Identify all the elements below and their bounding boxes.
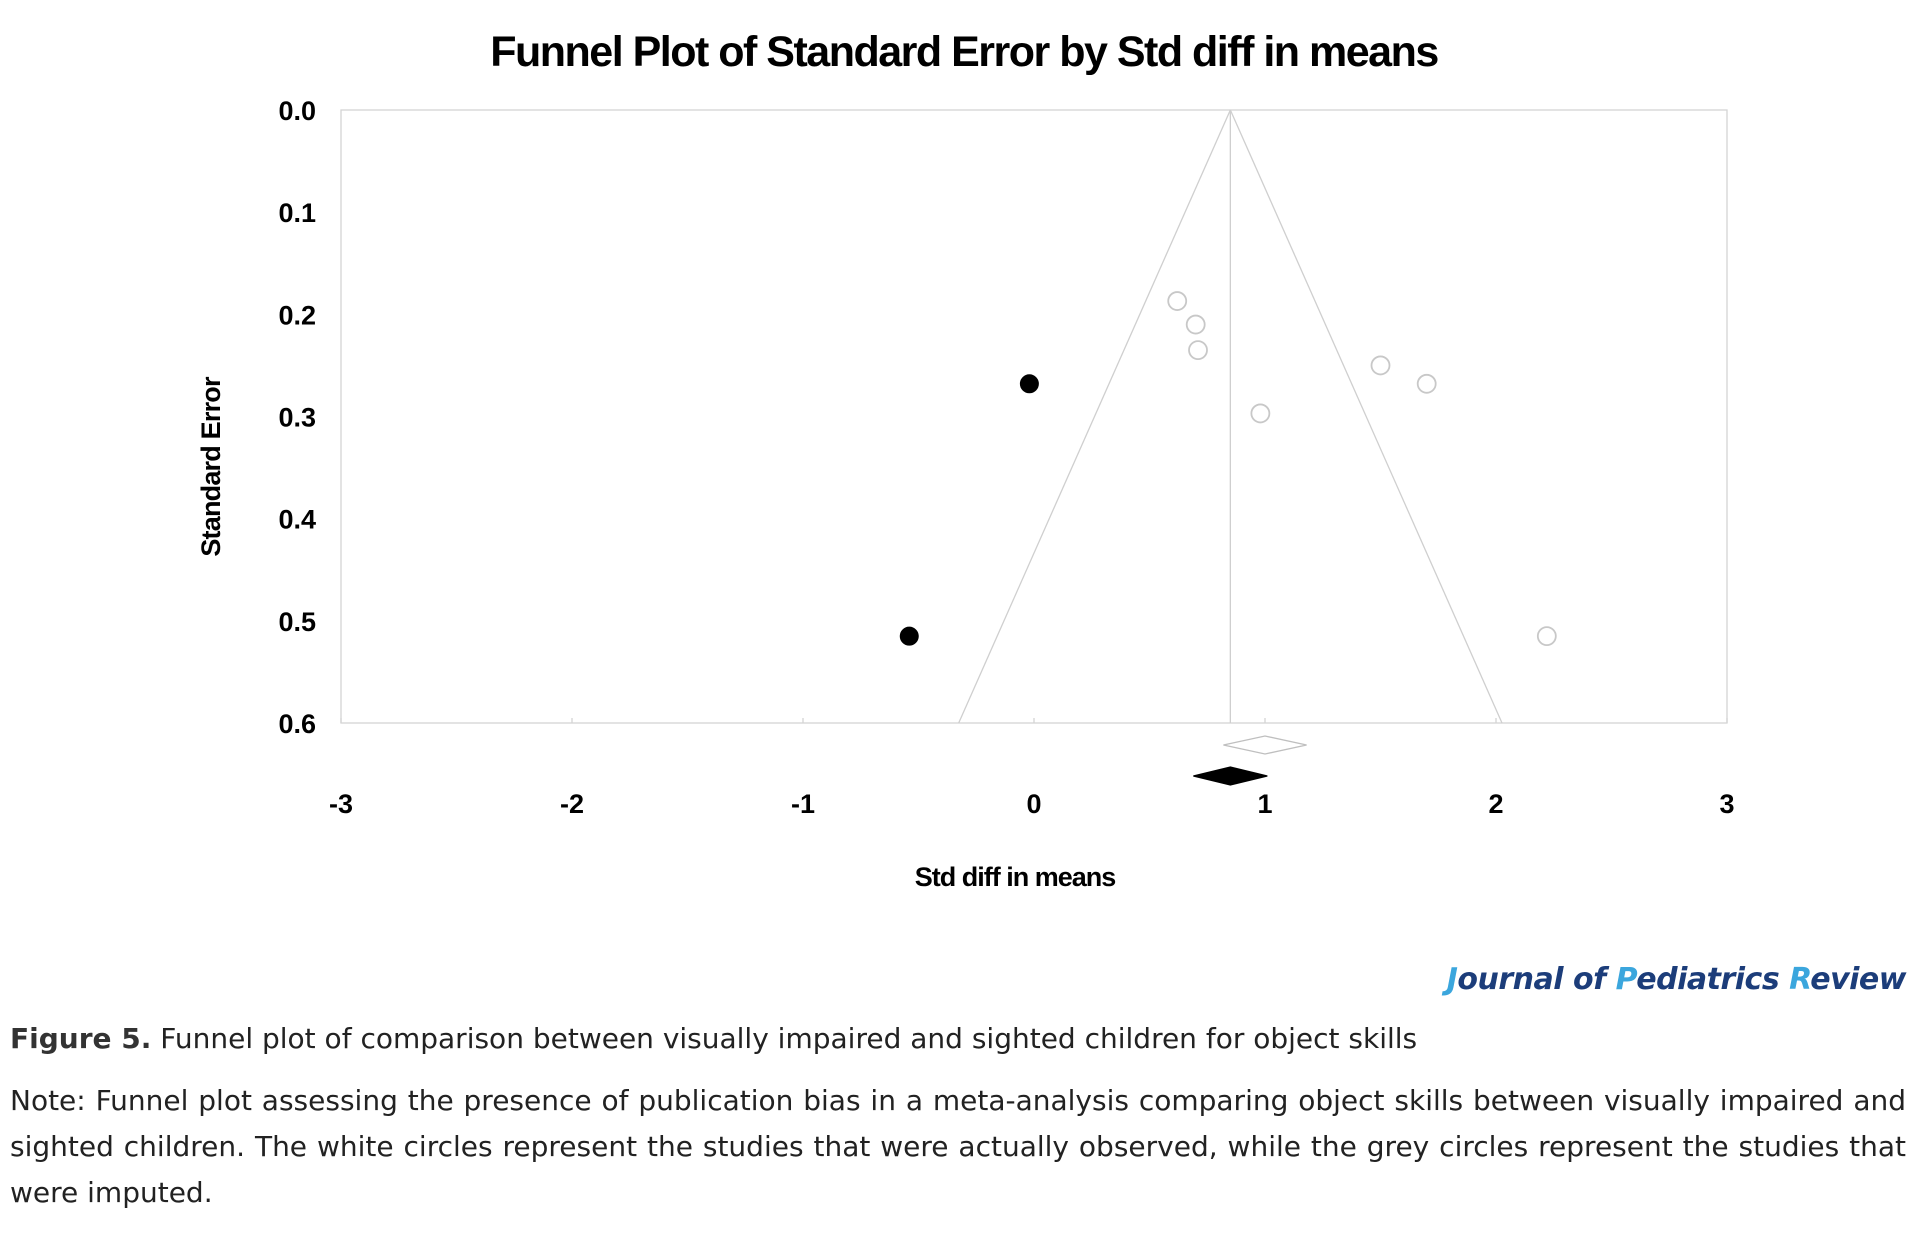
observed-study-point (1188, 340, 1208, 360)
observed-study-point (1416, 373, 1437, 394)
observed-study-point (1167, 291, 1188, 311)
observed-study-point (1185, 314, 1206, 335)
journal-name-text-2: ediatrics (1636, 962, 1790, 997)
x-tick-label: 3 (1719, 789, 1734, 819)
x-tick-label: -1 (791, 789, 815, 819)
figure-caption-text: Funnel plot of comparison between visual… (151, 1022, 1418, 1055)
study-points (899, 291, 1557, 647)
funnel-left-line (958, 109, 1231, 724)
funnel-lines (958, 109, 1503, 724)
x-tick-label: 0 (1026, 789, 1041, 819)
chart-title: Funnel Plot of Standard Error by Std dif… (490, 28, 1439, 76)
imputed-study-point (1019, 374, 1039, 394)
y-tick-label: 0.6 (278, 709, 316, 739)
figure-label: Figure 5. (10, 1022, 152, 1055)
observed-study-point (1536, 626, 1557, 647)
imputed-study-point (899, 626, 919, 646)
y-tick-label: 0.2 (278, 300, 316, 330)
adjusted-summary-diamond (1193, 766, 1268, 786)
funnel-plot: 0.0 0.1 0.2 0.3 0.4 0.5 0.6 -3 -2 -1 0 1 2 3 Standar… (196, 96, 1735, 892)
observed-study-point (1370, 355, 1391, 376)
y-axis-ticks: 0.0 0.1 0.2 0.3 0.4 0.5 0.6 (278, 96, 316, 739)
journal-name: Journal of Pediatrics Review (1446, 962, 1907, 997)
y-tick-label: 0.0 (278, 96, 316, 126)
y-axis-label: Standard Error (196, 376, 226, 557)
observed-summary-diamond (1223, 735, 1307, 755)
funnel-right-line (1229, 109, 1503, 724)
x-tick-label: -2 (560, 789, 584, 819)
summary-diamonds (1193, 735, 1307, 786)
x-tick-label: 2 (1488, 789, 1503, 819)
figure-caption: Figure 5. Funnel plot of comparison betw… (10, 1022, 1906, 1055)
observed-study-point (1250, 403, 1271, 424)
x-tick-label: -3 (329, 789, 353, 819)
x-axis-label: Std diff in means (915, 862, 1116, 892)
y-tick-label: 0.5 (278, 607, 316, 637)
plot-frame (340, 109, 1728, 724)
x-axis-ticks: -3 -2 -1 0 1 2 3 (329, 718, 1735, 819)
journal-name-initial-r: R (1789, 962, 1811, 997)
figure-note: Note: Funnel plot assessing the presence… (10, 1084, 1906, 1209)
y-tick-label: 0.3 (278, 403, 316, 433)
y-tick-label: 0.1 (278, 198, 316, 228)
y-tick-label: 0.4 (278, 505, 316, 535)
x-tick-label: 1 (1257, 789, 1272, 819)
journal-name-text-3: eview (1810, 962, 1906, 997)
journal-name-initial-p: P (1615, 962, 1637, 997)
journal-name-text-1: ournal of (1457, 962, 1616, 997)
journal-name-initial-j: J (1446, 962, 1458, 997)
plot-area-border (340, 109, 1728, 724)
